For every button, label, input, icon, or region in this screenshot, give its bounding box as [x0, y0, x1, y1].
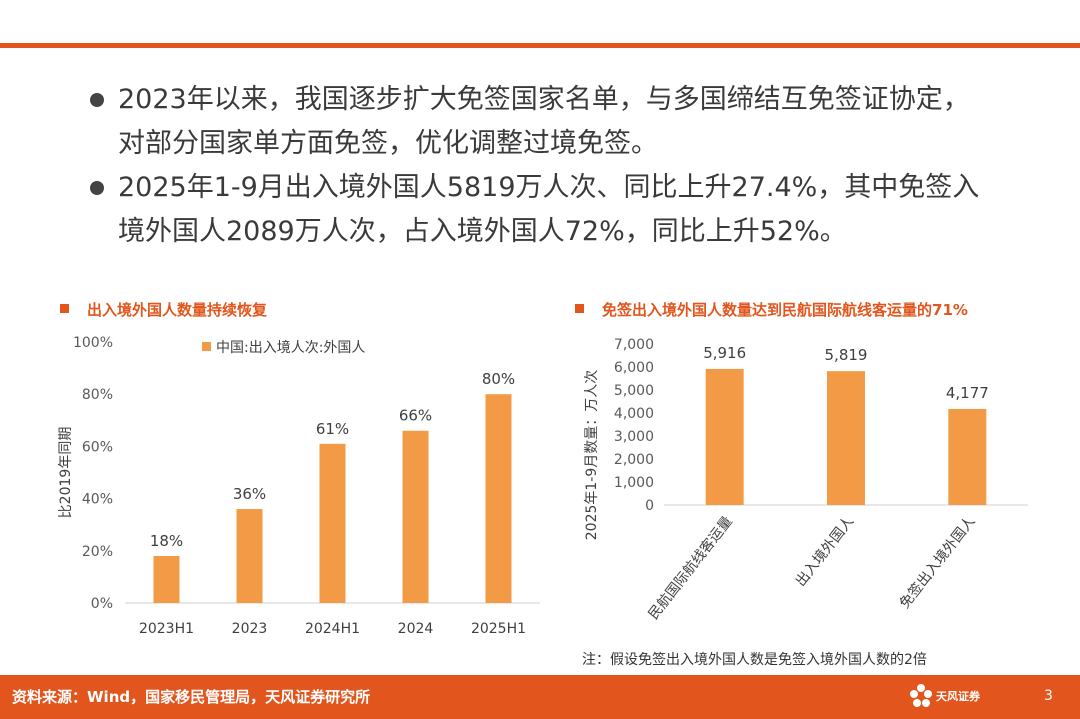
- legend-label: 中国:出入境人次:外国人: [216, 340, 365, 356]
- y-tick-label: 60%: [82, 439, 113, 455]
- x-tick-label: 免签出入境外国人: [896, 513, 978, 612]
- data-label: 4,177: [946, 384, 989, 402]
- bar: [319, 443, 346, 603]
- bar: [705, 368, 744, 505]
- data-label: 5,916: [703, 344, 746, 362]
- chart-note: 注：假设免签出入境外国人数是免签入境外国人数的2倍: [582, 652, 927, 668]
- title-square-icon: [575, 304, 584, 313]
- flower-logo-icon: [910, 684, 932, 707]
- bullet-line: 2025年1-9月出入境外国人5819万人次、同比上升27.4%，其中免签入: [118, 172, 980, 203]
- y-tick-label: 7,000: [614, 337, 654, 353]
- top-accent-rule: [0, 43, 1080, 48]
- bullet-line: 对部分国家单方面免签，优化调整过境免签。: [118, 128, 658, 159]
- bar: [236, 509, 263, 603]
- data-label: 80%: [482, 370, 515, 388]
- y-tick-label: 80%: [82, 387, 113, 403]
- bullet-list: 2023年以来，我国逐步扩大免签国家名单，与多国缔结互免签证协定， 对部分国家单…: [82, 78, 1042, 254]
- bar: [827, 371, 865, 505]
- x-tick-label: 2024H1: [305, 621, 360, 637]
- x-tick-label: 2023: [232, 621, 268, 637]
- bullet-dot-icon: [90, 181, 104, 195]
- x-tick-label: 出入境外国人: [793, 514, 857, 590]
- bar: [948, 408, 987, 505]
- title-square-icon: [60, 304, 69, 313]
- y-tick-label: 40%: [82, 492, 113, 508]
- x-tick-label: 2025H1: [471, 621, 526, 637]
- bullet-item: 2025年1-9月出入境外国人5819万人次、同比上升27.4%，其中免签入 境…: [82, 166, 1042, 254]
- bar: [153, 556, 180, 603]
- data-label: 18%: [150, 532, 183, 550]
- data-label: 66%: [399, 407, 432, 425]
- data-label: 61%: [316, 420, 349, 438]
- data-label: 36%: [233, 485, 266, 503]
- y-tick-label: 0: [645, 498, 654, 514]
- footer-bar: 资料来源：Wind，国家移民管理局，天风证券研究所 天风证券 3: [0, 675, 1080, 719]
- bullet-item: 2023年以来，我国逐步扩大免签国家名单，与多国缔结互免签证协定， 对部分国家单…: [82, 78, 1042, 166]
- x-tick-label: 2024: [398, 621, 434, 637]
- x-tick-label: 2023H1: [139, 621, 194, 637]
- x-tick-label: 民航国际航线客运量: [645, 513, 736, 623]
- right-chart-title: 免签出入境外国人数量达到民航国际航线客运量的71%: [575, 299, 968, 320]
- bar: [402, 430, 429, 603]
- bullet-line: 境外国人2089万人次，占入境外国人72%，同比上升52%。: [118, 216, 847, 247]
- bullet-line: 2023年以来，我国逐步扩大免签国家名单，与多国缔结互免签证协定，: [118, 84, 970, 115]
- bullet-dot-icon: [90, 93, 104, 107]
- y-tick-label: 3,000: [614, 429, 654, 445]
- footer-source: 资料来源：Wind，国家移民管理局，天风证券研究所: [12, 688, 371, 706]
- y-tick-label: 1,000: [614, 475, 654, 491]
- left-bar-chart: 0% 20% 40% 60% 80% 100% 18% 2023H1 36% 2023 61% 202…: [58, 335, 540, 637]
- y-tick-label: 0%: [91, 596, 113, 612]
- y-axis-label: 比2019年同期: [58, 427, 74, 519]
- data-label: 5,819: [825, 346, 868, 364]
- page-number: 3: [1044, 688, 1053, 704]
- left-chart-title: 出入境外国人数量持续恢复: [60, 299, 267, 320]
- logo-text: 天风证券: [936, 690, 980, 703]
- y-tick-label: 100%: [73, 335, 113, 351]
- y-tick-label: 2,000: [614, 452, 654, 468]
- bar: [485, 394, 512, 603]
- y-tick-label: 5,000: [614, 383, 654, 399]
- y-tick-label: 4,000: [614, 406, 654, 422]
- y-tick-label: 6,000: [614, 360, 654, 376]
- legend-swatch: [202, 342, 211, 351]
- y-axis-label: 2025年1-9月数量：万人次: [584, 370, 600, 541]
- y-tick-label: 20%: [82, 544, 113, 560]
- company-logo: 天风证券: [908, 679, 1018, 715]
- right-bar-chart: 0 1,000 2,000 3,000 4,000 5,000 6,000 7,000 5,91…: [584, 337, 1028, 623]
